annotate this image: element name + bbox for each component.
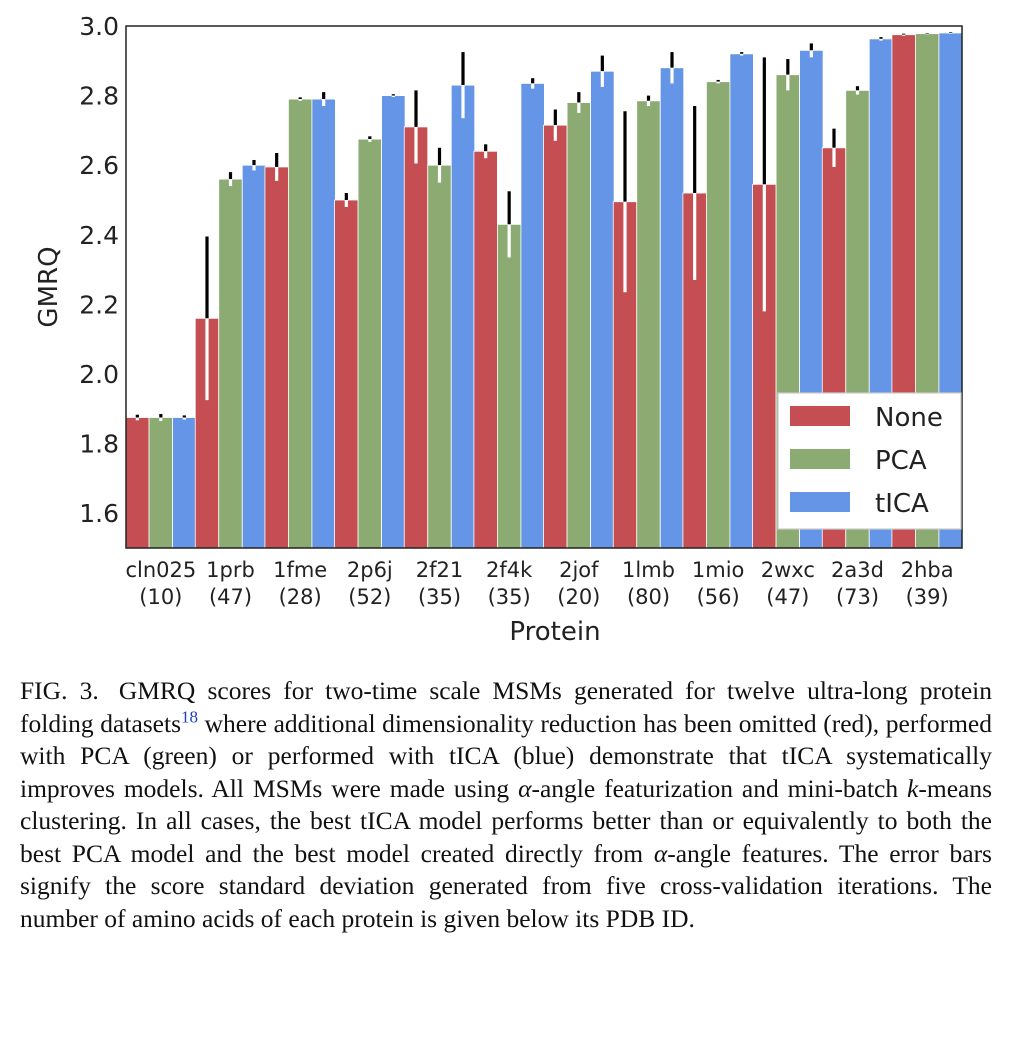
x-category-label: 2jof: [559, 558, 599, 582]
caption-k: k: [907, 773, 919, 803]
x-axis-title: Protein: [509, 617, 600, 647]
bar-none-cln025: [125, 417, 150, 549]
x-category-label: 2p6j: [347, 558, 393, 582]
x-category-label: 2f21: [416, 558, 463, 582]
y-tick-label: 2.2: [79, 290, 119, 319]
bar-pca-2jof: [566, 102, 591, 549]
bar-tica-1fme: [311, 98, 336, 549]
x-category-label: cln025: [125, 558, 196, 582]
legend-swatch-pca: [790, 449, 850, 469]
x-category-label: 1prb: [206, 558, 255, 582]
x-category-aa-count: (35): [488, 585, 531, 609]
legend-label-pca: PCA: [875, 446, 927, 476]
y-tick-label: 1.8: [79, 430, 119, 459]
bar-pca-1lmb: [636, 100, 661, 549]
y-tick-label: 2.0: [79, 360, 119, 389]
bar-pca-2p6j: [357, 138, 382, 549]
caption-text-3: -angle featurization and mini-batch: [531, 773, 908, 803]
x-category-aa-count: (28): [279, 585, 322, 609]
x-category-label: 2hba: [901, 558, 954, 582]
x-category-aa-count: (80): [627, 585, 670, 609]
caption-text-1: GMRQ scores for two-time scale MSMs gene…: [20, 676, 992, 738]
y-tick-label: 1.6: [79, 499, 119, 528]
bar-pca-1prb: [218, 178, 243, 549]
bar-tica-2jof: [590, 70, 615, 549]
bar-pca-1fme: [288, 98, 313, 549]
x-category-label: 1fme: [273, 558, 327, 582]
y-axis-ticks: 1.6 1.8 2.0 2.2 2.4 2.6 2.8 3.0: [79, 12, 119, 528]
bar-none-1fme: [264, 166, 289, 549]
bar-none-2f21: [403, 126, 429, 549]
legend-items: None PCA tICA: [790, 403, 943, 519]
bar-pca-cln025: [148, 417, 173, 549]
x-category-aa-count: (73): [836, 585, 879, 609]
plot-frame: [125, 25, 963, 549]
bar-tica-1prb: [241, 164, 267, 549]
x-category-aa-count: (56): [697, 585, 740, 609]
bar-pca-2f4k: [497, 223, 522, 549]
bar-tica-cln025: [172, 417, 197, 549]
x-category-aa-count: (35): [418, 585, 461, 609]
figure-caption: FIG. 3. GMRQ scores for two-time scale M…: [20, 675, 992, 935]
legend-label-tica: tICA: [875, 489, 929, 519]
caption-text-2: where additional dimensionality reductio…: [20, 708, 992, 803]
caption-reference[interactable]: 18: [181, 707, 199, 726]
bar-pca-1mio: [706, 81, 731, 549]
bar-none-2jof: [543, 124, 568, 549]
x-category-label: 2a3d: [831, 558, 884, 582]
legend-label-none: None: [875, 403, 943, 433]
error-bars-layer: [135, 32, 953, 421]
bar-pca-2f21: [427, 164, 452, 549]
x-axis-categories: cln025 (10) 1prb (47) 1fme (28) 2p6j (52) 2f21 (3…: [125, 558, 953, 609]
bar-tica-1lmb: [659, 67, 685, 549]
x-category-aa-count: (10): [139, 585, 182, 609]
legend-swatch-none: [790, 406, 850, 426]
bar-none-2p6j: [334, 199, 359, 549]
y-tick-label: 2.8: [79, 82, 119, 111]
x-category-aa-count: (47): [209, 585, 252, 609]
gmrq-bar-chart: 1.6 1.8 2.0 2.2 2.4 2.6 2.8 3.0 cln025 (10) 1prb (…: [34, 12, 963, 647]
legend: None PCA tICA: [777, 392, 962, 530]
x-category-aa-count: (20): [557, 585, 600, 609]
x-category-aa-count: (39): [906, 585, 949, 609]
caption-alpha-2: α: [653, 838, 668, 868]
bar-tica-2f21: [450, 84, 476, 549]
legend-swatch-tica: [790, 492, 850, 512]
x-category-label: 1lmb: [622, 558, 675, 582]
caption-text-4: -means clustering. In all cases, the bes…: [20, 773, 993, 868]
caption-label: FIG. 3.: [20, 676, 99, 705]
caption-text-5: -angle features. The error bars signify …: [20, 838, 992, 933]
caption-alpha-1: α: [518, 773, 532, 803]
bar-none-2f4k: [473, 150, 498, 549]
y-tick-label: 2.4: [79, 221, 119, 250]
bar-tica-2f4k: [520, 83, 545, 549]
x-category-aa-count: (52): [348, 585, 391, 609]
y-axis-title: GMRQ: [34, 246, 64, 327]
y-tick-label: 3.0: [79, 12, 119, 41]
x-category-aa-count: (47): [766, 585, 809, 609]
bar-tica-1mio: [729, 53, 754, 549]
bar-tica-2p6j: [381, 95, 406, 549]
x-category-label: 1mio: [692, 558, 745, 582]
x-category-label: 2wxc: [761, 558, 815, 582]
x-category-label: 2f4k: [486, 558, 533, 582]
y-tick-label: 2.6: [79, 151, 119, 180]
